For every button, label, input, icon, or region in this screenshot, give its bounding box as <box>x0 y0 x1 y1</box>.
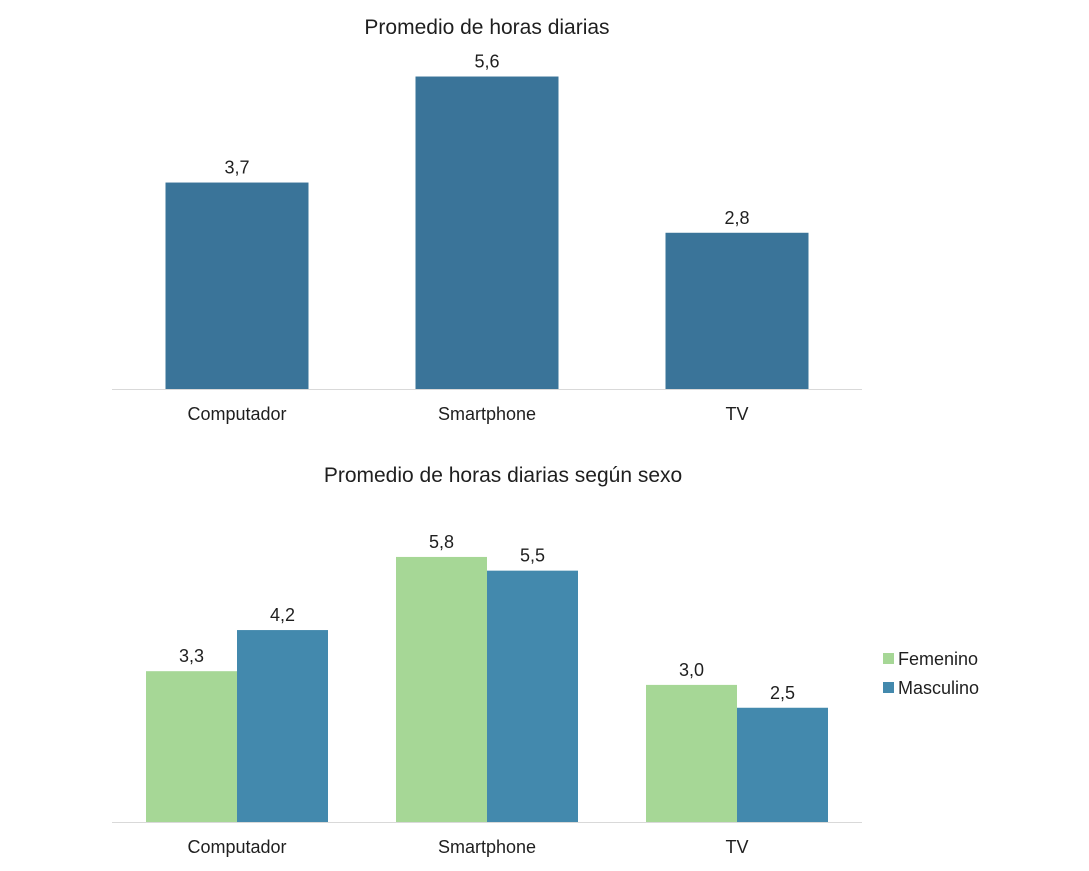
chart-1-x-tick-computador: Computador <box>187 404 286 424</box>
chart-2-x-tick-tv: TV <box>725 837 748 857</box>
chart-2: Promedio de horas diarias según sexo 3,3… <box>112 464 979 857</box>
chart-1-x-tick-smartphone: Smartphone <box>438 404 536 424</box>
chart-2-data-label-computador-masculino: 4,2 <box>270 605 295 625</box>
chart-1-x-tick-tv: TV <box>725 404 748 424</box>
chart-2-data-label-tv-masculino: 2,5 <box>770 683 795 703</box>
chart-2-data-label-smartphone-femenino: 5,8 <box>429 532 454 552</box>
chart-2-data-label-smartphone-masculino: 5,5 <box>520 546 545 566</box>
chart-2-bar-computador-masculino <box>237 630 328 822</box>
chart-2-legend: Femenino Masculino <box>883 649 979 698</box>
chart-2-bar-tv-femenino <box>646 684 737 822</box>
chart-1: Promedio de horas diarias 3,7 Computador 5… <box>112 16 862 424</box>
chart-1-bar-computador <box>165 182 309 389</box>
chart-2-bar-computador-femenino <box>146 671 237 822</box>
chart-2-legend-label-femenino: Femenino <box>898 649 978 669</box>
chart-2-legend-label-masculino: Masculino <box>898 678 979 698</box>
chart-1-data-label-smartphone: 5,6 <box>474 52 499 72</box>
chart-1-data-label-computador: 3,7 <box>224 158 249 178</box>
chart-2-title: Promedio de horas diarias según sexo <box>324 464 682 487</box>
chart-1-bar-smartphone <box>415 76 559 390</box>
chart-2-data-label-computador-femenino: 3,3 <box>179 646 204 666</box>
chart-2-bar-tv-masculino <box>737 707 828 822</box>
chart-2-legend-swatch-femenino <box>883 653 894 664</box>
chart-2-bar-smartphone-masculino <box>487 570 578 822</box>
chart-2-legend-swatch-masculino <box>883 682 894 693</box>
chart-1-bar-tv <box>665 232 809 389</box>
chart-2-x-tick-smartphone: Smartphone <box>438 837 536 857</box>
chart-2-data-label-tv-femenino: 3,0 <box>679 660 704 680</box>
chart-2-bar-smartphone-femenino <box>396 556 487 822</box>
chart-1-title: Promedio de horas diarias <box>364 16 609 39</box>
chart-2-x-tick-computador: Computador <box>187 837 286 857</box>
chart-1-data-label-tv: 2,8 <box>724 208 749 228</box>
